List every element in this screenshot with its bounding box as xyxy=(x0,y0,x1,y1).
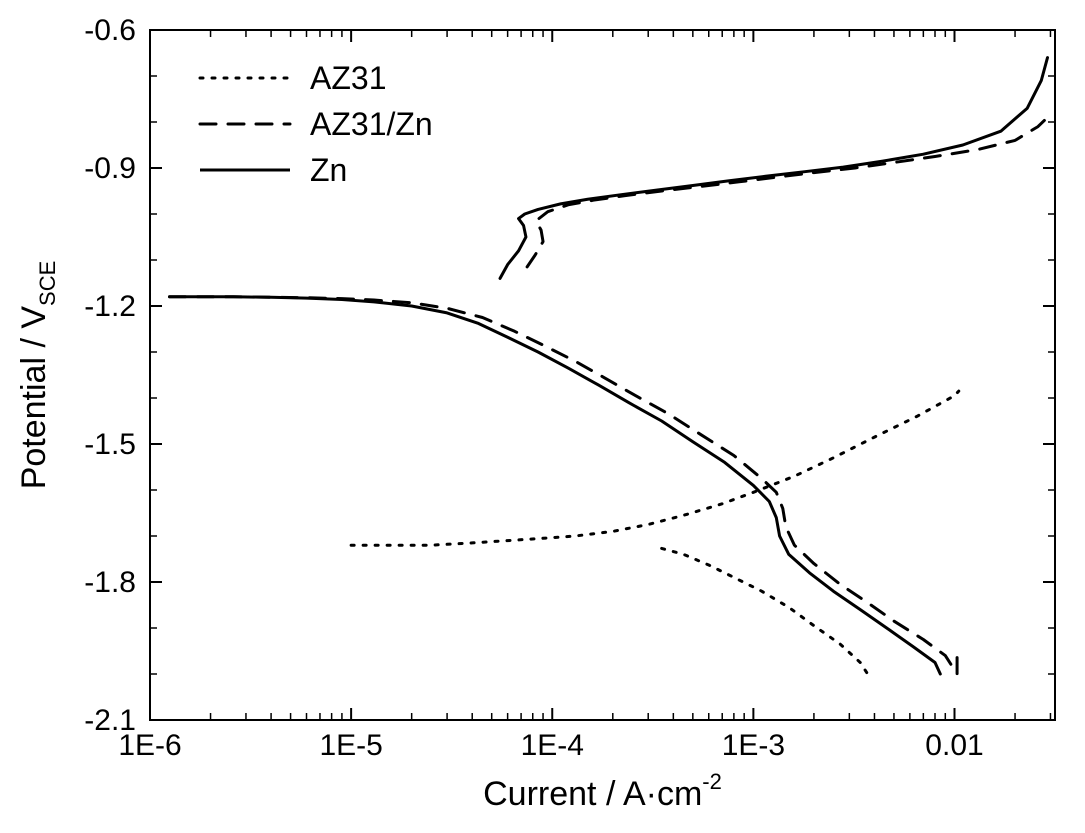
series-zn xyxy=(500,58,1047,279)
series-az31-zn xyxy=(527,117,1047,267)
series-az31 xyxy=(351,391,959,545)
x-tick-label: 1E-4 xyxy=(521,729,584,762)
y-tick-label: -1.5 xyxy=(84,428,136,461)
series-az31-zn xyxy=(169,297,957,674)
x-tick-label: 0.01 xyxy=(925,729,983,762)
x-axis-label: Current / A·cm-2 xyxy=(483,769,722,813)
x-tick-label: 1E-5 xyxy=(319,729,382,762)
y-tick-label: -0.6 xyxy=(84,14,136,47)
y-axis-label: Potential / VSCE xyxy=(15,261,60,490)
y-tick-label: -2.1 xyxy=(84,704,136,737)
polarization-chart: 1E-61E-51E-41E-30.01-0.6-0.9-1.2-1.5-1.8… xyxy=(0,0,1085,833)
series-zn xyxy=(169,297,940,674)
legend-label: AZ31/Zn xyxy=(310,106,433,142)
y-tick-label: -1.2 xyxy=(84,290,136,323)
series-az31 xyxy=(662,548,868,674)
y-tick-label: -0.9 xyxy=(84,152,136,185)
x-tick-label: 1E-3 xyxy=(722,729,785,762)
y-tick-label: -1.8 xyxy=(84,566,136,599)
legend: AZ31 AZ31/Zn Zn xyxy=(200,60,433,188)
legend-label: Zn xyxy=(310,152,347,188)
legend-label: AZ31 xyxy=(310,60,386,96)
